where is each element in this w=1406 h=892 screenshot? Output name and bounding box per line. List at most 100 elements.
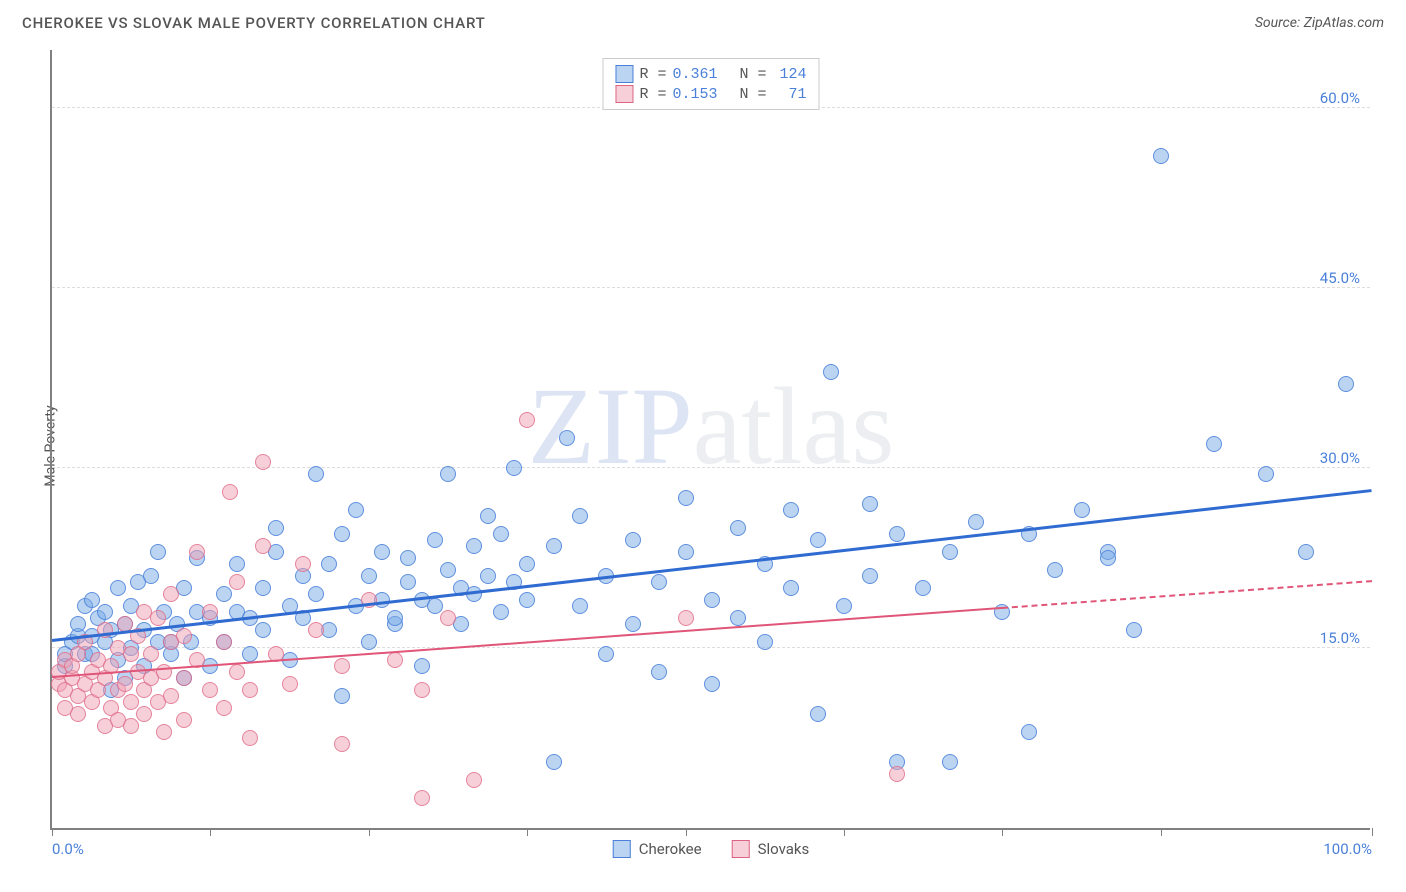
data-point	[427, 598, 443, 614]
data-point	[572, 598, 588, 614]
data-point	[361, 634, 377, 650]
n-label: N =	[740, 66, 767, 83]
data-point	[466, 538, 482, 554]
x-tick	[1161, 828, 1162, 836]
legend-label: Slovaks	[758, 840, 810, 858]
data-point	[143, 646, 159, 662]
data-point	[414, 682, 430, 698]
data-point	[176, 670, 192, 686]
data-point	[1258, 466, 1274, 482]
data-point	[189, 544, 205, 560]
data-point	[334, 688, 350, 704]
r-value: 0.361	[672, 66, 717, 83]
data-point	[889, 526, 905, 542]
data-point	[176, 712, 192, 728]
data-point	[117, 676, 133, 692]
data-point	[519, 592, 535, 608]
data-point	[783, 502, 799, 518]
data-point	[163, 688, 179, 704]
x-tick	[527, 828, 528, 836]
data-point	[242, 730, 258, 746]
data-point	[1021, 724, 1037, 740]
data-point	[1153, 148, 1169, 164]
data-point	[810, 706, 826, 722]
data-point	[110, 580, 126, 596]
legend-item: Slovaks	[732, 840, 810, 858]
data-point	[387, 652, 403, 668]
data-point	[942, 544, 958, 560]
legend-item: Cherokee	[613, 840, 702, 858]
data-point	[1100, 550, 1116, 566]
data-point	[889, 766, 905, 782]
data-point	[202, 604, 218, 620]
data-point	[480, 568, 496, 584]
data-point	[506, 460, 522, 476]
data-point	[334, 526, 350, 542]
data-point	[730, 610, 746, 626]
data-point	[598, 646, 614, 662]
data-point	[97, 604, 113, 620]
data-point	[915, 580, 931, 596]
data-point	[242, 646, 258, 662]
data-point	[374, 544, 390, 560]
data-point	[348, 502, 364, 518]
data-point	[480, 508, 496, 524]
chart-header: CHEROKEE VS SLOVAK MALE POVERTY CORRELAT…	[0, 0, 1406, 42]
data-point	[414, 790, 430, 806]
data-point	[730, 520, 746, 536]
data-point	[70, 706, 86, 722]
data-point	[625, 616, 641, 632]
data-point	[440, 466, 456, 482]
data-point	[216, 700, 232, 716]
series-legend: Cherokee Slovaks	[613, 840, 810, 858]
data-point	[1298, 544, 1314, 560]
data-point	[559, 430, 575, 446]
data-point	[414, 658, 430, 674]
y-tick-label: 15.0%	[1320, 629, 1360, 647]
r-label: R =	[639, 66, 666, 83]
x-tick	[210, 828, 211, 836]
n-label: N =	[740, 86, 767, 103]
data-point	[651, 664, 667, 680]
legend-swatch	[615, 85, 633, 103]
data-point	[308, 622, 324, 638]
data-point	[308, 586, 324, 602]
data-point	[440, 610, 456, 626]
chart-title: CHEROKEE VS SLOVAK MALE POVERTY CORRELAT…	[22, 14, 486, 32]
data-point	[387, 610, 403, 626]
data-point	[176, 628, 192, 644]
x-tick	[1002, 828, 1003, 836]
trend-line	[1002, 580, 1372, 609]
data-point	[704, 592, 720, 608]
data-point	[334, 658, 350, 674]
data-point	[70, 616, 86, 632]
data-point	[308, 466, 324, 482]
legend-label: Cherokee	[639, 840, 702, 858]
y-tick-label: 60.0%	[1320, 89, 1360, 107]
r-label: R =	[639, 86, 666, 103]
data-point	[493, 526, 509, 542]
scatter-chart: ZIPatlas 15.0%30.0%45.0%60.0%0.0%100.0%R…	[50, 50, 1370, 830]
data-point	[519, 556, 535, 572]
data-point	[334, 736, 350, 752]
data-point	[282, 676, 298, 692]
data-point	[704, 676, 720, 692]
data-point	[222, 484, 238, 500]
data-point	[202, 682, 218, 698]
x-tick	[1372, 828, 1373, 836]
data-point	[440, 562, 456, 578]
data-point	[163, 586, 179, 602]
data-point	[1338, 376, 1354, 392]
legend-swatch	[613, 840, 631, 858]
legend-swatch	[732, 840, 750, 858]
x-tick	[52, 828, 53, 836]
x-tick	[686, 828, 687, 836]
data-point	[572, 508, 588, 524]
data-point	[229, 574, 245, 590]
x-tick-label: 100.0%	[1323, 840, 1372, 858]
data-point	[255, 622, 271, 638]
correlation-legend: R =0.361N =124R =0.153N = 71	[602, 58, 819, 110]
data-point	[321, 556, 337, 572]
data-point	[1206, 436, 1222, 452]
data-point	[678, 544, 694, 560]
